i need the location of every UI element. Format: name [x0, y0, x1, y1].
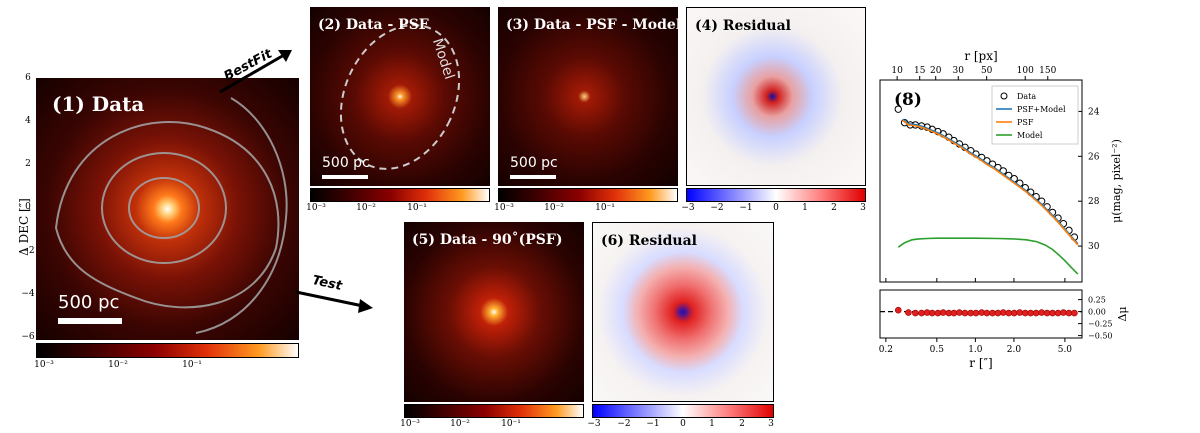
panel4-residual-image: (4) Residual — [686, 7, 866, 186]
residual-point — [1000, 310, 1006, 316]
legend-label: Data — [1017, 92, 1036, 101]
panel6-colorbar — [592, 404, 774, 418]
x-tick-label: 2.0 — [1007, 345, 1022, 355]
panel3-title: (3) Data - PSF - Model — [506, 17, 678, 33]
panel6-title: (6) Residual — [601, 233, 697, 249]
profile-chart: 10 15 20 30 50 100 150 r [px] 0.2 0.5 1.0 2.0 5.0 r [… — [868, 0, 1198, 433]
panel6-residual-image: (6) Residual — [592, 222, 774, 402]
panel5-image: (5) Data - 90˚(PSF) — [404, 222, 584, 402]
residual-point — [1060, 310, 1066, 316]
res-y-tick-label: −0.50 — [1088, 332, 1113, 341]
residual-point — [1006, 310, 1012, 316]
panel5-colorbar — [404, 404, 584, 418]
legend-label: PSF+Model — [1017, 105, 1066, 114]
top-tick-label: 15 — [914, 66, 926, 76]
residual-point — [1011, 310, 1017, 316]
panel4-colorbar — [686, 188, 866, 202]
panel1-data-image: (1) Data 500 pc — [36, 78, 299, 340]
top-tick-label: 30 — [953, 66, 965, 76]
top-tick-label: 10 — [891, 66, 903, 76]
residual-point — [1022, 310, 1028, 316]
res-y-tick-label: 0.25 — [1088, 296, 1106, 305]
residual-point — [989, 310, 995, 316]
x-tick-label: 1.0 — [968, 345, 983, 355]
panel2-scalebar — [322, 175, 368, 179]
residual-point — [951, 310, 957, 316]
top-tick-label: 100 — [1017, 66, 1034, 76]
panel3-scalebar-label: 500 pc — [510, 155, 558, 171]
top-tick-label: 150 — [1039, 66, 1056, 76]
panel3-image: (3) Data - PSF - Model 500 pc — [498, 7, 678, 186]
panel1-scalebar-label: 500 pc — [58, 292, 119, 313]
residual-point — [912, 310, 918, 316]
panel2-title: (2) Data - PSF — [318, 17, 429, 33]
legend-label: PSF — [1017, 118, 1034, 127]
res-y-axis-label: Δμ — [1116, 306, 1129, 321]
residual-point — [1033, 310, 1039, 316]
panel4-title: (4) Residual — [695, 18, 791, 34]
residual-point — [1049, 310, 1055, 316]
residual-point — [1028, 310, 1034, 316]
residual-point — [929, 310, 935, 316]
panel1-title: (1) Data — [52, 92, 144, 116]
residual-point — [1039, 310, 1045, 316]
top-tick-label: 20 — [930, 66, 942, 76]
panel1-scalebar — [58, 318, 122, 324]
residual-point — [1017, 310, 1023, 316]
x-tick-label: 0.5 — [930, 345, 945, 355]
panel3-scalebar — [510, 175, 556, 179]
panel1-colorbar — [36, 343, 299, 358]
residual-point — [1066, 310, 1072, 316]
top-axis-label: r [px] — [964, 49, 997, 63]
residual-point — [962, 310, 968, 316]
residual-point — [956, 310, 962, 316]
residual-point — [1071, 310, 1077, 316]
chart-title: (8) — [894, 90, 922, 110]
legend-label: Model — [1017, 131, 1043, 140]
panel2-colorbar — [310, 188, 490, 202]
residual-point — [1055, 310, 1061, 316]
panel2-scalebar-label: 500 pc — [322, 155, 370, 171]
x-tick-label: 0.2 — [879, 345, 893, 355]
panel5-title: (5) Data - 90˚(PSF) — [412, 232, 562, 248]
res-y-tick-label: −0.25 — [1088, 320, 1113, 329]
y-tick-label: 26 — [1088, 152, 1100, 162]
y-tick-label: 28 — [1088, 197, 1100, 207]
residual-point — [940, 310, 946, 316]
x-axis-label: r [″] — [969, 356, 992, 370]
panel3-colorbar — [498, 188, 678, 202]
y-tick-label: 30 — [1088, 242, 1100, 252]
residual-point — [919, 310, 925, 316]
residual-point — [905, 310, 911, 316]
panel2-image: Model (2) Data - PSF 500 pc — [310, 7, 490, 186]
residual-point — [984, 310, 990, 316]
residual-point — [895, 307, 901, 313]
top-tick-label: 50 — [981, 66, 993, 76]
test-arrow-label: Test — [311, 273, 343, 294]
x-tick-label: 5.0 — [1058, 345, 1073, 355]
residual-point — [973, 310, 979, 316]
y-tick-label: 24 — [1088, 107, 1100, 117]
res-y-tick-label: 0.00 — [1088, 308, 1106, 317]
y-axis-label: μ(mag, pixel⁻²) — [1110, 139, 1123, 223]
